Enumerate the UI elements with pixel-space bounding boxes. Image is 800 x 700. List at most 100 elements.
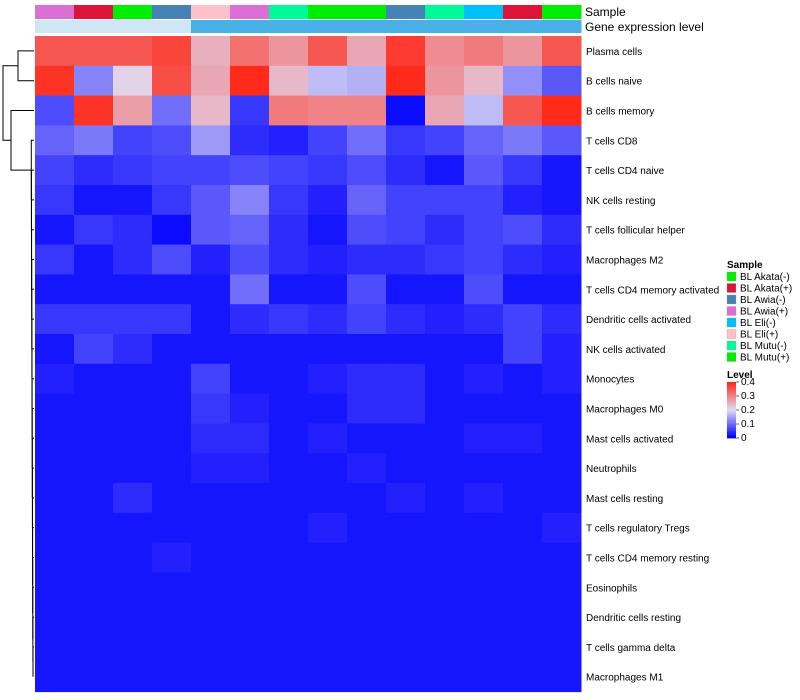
heatmap-cell (425, 244, 465, 275)
heatmap-cell (230, 423, 270, 454)
heatmap-cell (464, 363, 504, 395)
heatmap-cell (542, 542, 582, 573)
level-colorbar-segment (727, 407, 736, 409)
sample-annotation-cell (35, 5, 75, 19)
level-colorbar-segment (727, 424, 736, 426)
level-colorbar-segment (727, 414, 736, 416)
heatmap-cell (308, 363, 348, 395)
sample-legend-label: BL Mutu(-) (740, 341, 787, 352)
heatmap-cell (269, 36, 309, 67)
level-colorbar-segment (727, 431, 736, 433)
heatmap-cell (503, 65, 543, 97)
heatmap-cell (464, 95, 504, 126)
heatmap-cell (152, 125, 192, 156)
expression-annotation-cell (386, 20, 426, 33)
heatmap-cell (542, 274, 582, 305)
heatmap-cell (152, 185, 192, 216)
heatmap-cell (386, 244, 426, 275)
level-tick-label: 0.1 (741, 419, 755, 430)
expression-annotation-cell (269, 20, 309, 33)
heatmap-cell (347, 542, 387, 573)
heatmap-cell (503, 512, 543, 544)
heatmap-cell (542, 304, 582, 335)
heatmap-cell (152, 363, 192, 395)
heatmap-cell (191, 393, 231, 424)
heatmap-cell (386, 542, 426, 573)
annotation-label-sample: Sample (585, 5, 626, 19)
heatmap-cell (464, 185, 504, 216)
heatmap-cell (464, 542, 504, 573)
heatmap-cell (503, 363, 543, 395)
heatmap-cell (542, 244, 582, 275)
row-label: Macrophages M1 (586, 673, 664, 684)
level-colorbar-segment (727, 425, 736, 428)
level-colorbar-segment (727, 419, 736, 422)
heatmap-cell (464, 512, 504, 544)
level-colorbar-segment (727, 401, 736, 404)
heatmap-cell (503, 125, 543, 156)
heatmap-cell (503, 244, 543, 275)
heatmap-cell (191, 602, 231, 633)
heatmap-cell (113, 304, 153, 335)
heatmap-cell (308, 393, 348, 424)
heatmap-cell (74, 661, 114, 693)
level-colorbar-segment (727, 396, 736, 398)
heatmap-cell (269, 244, 309, 275)
level-tick-label: 0.4 (741, 377, 755, 388)
heatmap-cell (386, 602, 426, 633)
level-colorbar-segment (727, 404, 736, 407)
heatmap-cell (74, 572, 114, 603)
heatmap-cell (347, 602, 387, 633)
heatmap-cell (191, 512, 231, 544)
dendrogram-branch (17, 50, 34, 82)
heatmap-cell (152, 244, 192, 275)
heatmap-cell (35, 185, 75, 216)
heatmap-cell (308, 155, 348, 186)
heatmap-cell (386, 185, 426, 216)
heatmap-cell (113, 65, 153, 97)
heatmap-cell (269, 602, 309, 633)
heatmap-cell (503, 185, 543, 216)
heatmap-cell (269, 393, 309, 424)
heatmap-cell (152, 423, 192, 454)
heatmap-cell (386, 36, 426, 67)
row-label: B cells naive (586, 77, 643, 88)
heatmap-cell (503, 483, 543, 514)
heatmap-cell (152, 632, 192, 663)
row-label: Dendritic cells activated (586, 315, 691, 326)
heatmap-cell (386, 334, 426, 365)
heatmap-cell (74, 393, 114, 424)
heatmap-cell (464, 244, 504, 275)
row-label: Neutrophils (586, 464, 637, 475)
sample-annotation-cell (347, 5, 387, 19)
heatmap-cell (542, 512, 582, 544)
level-colorbar-segment (727, 417, 736, 419)
heatmap-cell (464, 36, 504, 67)
heatmap-cell (542, 214, 582, 246)
heatmap-cell (35, 36, 75, 67)
heatmap-cell (347, 661, 387, 693)
sample-legend-label: BL Mutu(+) (740, 353, 789, 364)
heatmap-cell (386, 95, 426, 126)
heatmap-cell (503, 36, 543, 67)
heatmap-cell (464, 65, 504, 97)
heatmap-cell (347, 36, 387, 67)
heatmap-cell (230, 185, 270, 216)
heatmap-cell (386, 483, 426, 514)
level-legend: Level 0.4 0.3 0.2 0.1 0 (727, 370, 755, 444)
heatmap-cell (35, 572, 75, 603)
heatmap-cell (347, 363, 387, 395)
sample-annotation-cell (230, 5, 270, 19)
heatmap-cell (113, 453, 153, 484)
row-label: B cells memory (586, 107, 654, 118)
sample-legend: Sample BL Akata(-)BL Akata(+)BL Awia(-)B… (726, 260, 792, 364)
heatmap-cell (464, 661, 504, 693)
sample-legend-label: BL Akata(-) (740, 272, 790, 283)
heatmap-cell (425, 453, 465, 484)
heatmap-cell (113, 542, 153, 573)
sample-legend-label: BL Awia(-) (740, 295, 786, 306)
heatmap-cell (347, 304, 387, 335)
heatmap-cell (230, 453, 270, 484)
heatmap-cell (35, 661, 75, 693)
heatmap-cell (230, 393, 270, 424)
